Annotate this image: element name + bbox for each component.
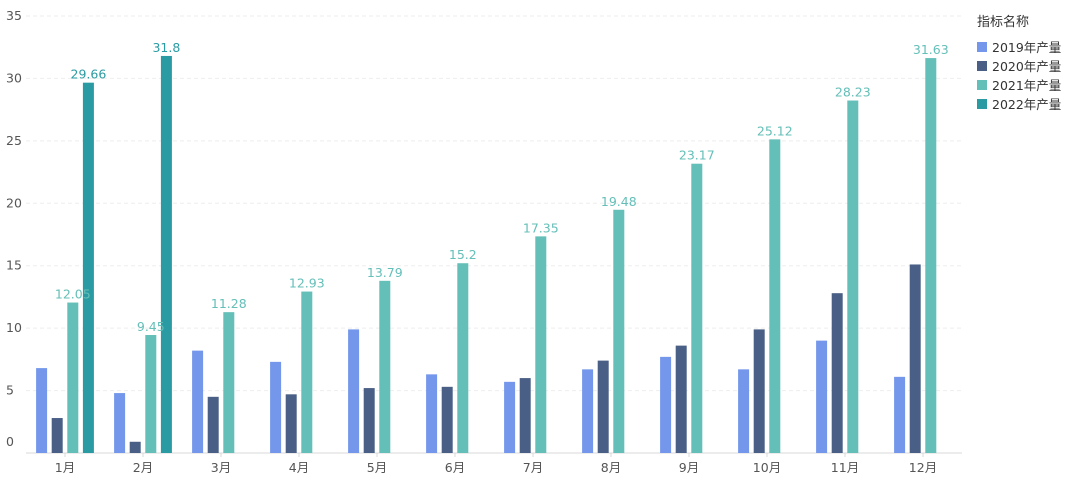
bar[interactable]: [36, 368, 48, 453]
data-label: 12.05: [55, 287, 91, 302]
bar[interactable]: [285, 394, 297, 453]
bar[interactable]: [379, 280, 391, 453]
data-label: 31.63: [913, 42, 949, 57]
bar[interactable]: [192, 350, 204, 453]
grid-lines: [26, 15, 962, 392]
bar[interactable]: [847, 100, 859, 453]
data-label: 15.2: [449, 247, 477, 262]
bar[interactable]: [441, 386, 453, 453]
legend-title: 指标名称: [977, 15, 1030, 30]
legend-label-2022: 2022年产量: [992, 97, 1062, 112]
bar[interactable]: [426, 374, 438, 453]
bar[interactable]: [738, 369, 750, 453]
x-tick-label: 11月: [831, 460, 859, 475]
bar[interactable]: [129, 441, 141, 453]
bar[interactable]: [82, 82, 94, 454]
bar[interactable]: [51, 418, 63, 453]
bar[interactable]: [769, 139, 781, 453]
y-tick-label: 30: [6, 70, 22, 85]
bar[interactable]: [535, 236, 547, 453]
bar[interactable]: [753, 329, 765, 453]
x-tick-label: 8月: [601, 460, 621, 475]
data-label: 23.17: [679, 148, 715, 163]
x-tick-label: 7月: [523, 460, 543, 475]
legend-swatch-2019: [977, 41, 987, 52]
bar[interactable]: [457, 263, 469, 453]
axes: 0 5 10 15 20 25 30 35 1月 2月 3月 4月 5月 6月 7月 8月 9月 10月 11月 12…: [6, 8, 962, 475]
x-tick-label: 12月: [909, 460, 937, 475]
bar[interactable]: [675, 345, 687, 453]
bar[interactable]: [114, 393, 126, 453]
y-tick-label: 5: [6, 383, 14, 398]
legend-item-2019[interactable]: 2019年产量: [977, 37, 1061, 56]
legend-swatch-2021: [977, 79, 987, 90]
bar[interactable]: [348, 329, 360, 453]
legend: 指标名称 2019年产量 2020年产量 2021年产量 2022年产量: [977, 14, 1061, 113]
x-tick-label: 1月: [55, 460, 75, 475]
legend-label-2020: 2020年产量: [992, 59, 1062, 74]
y-tick-label: 35: [6, 8, 22, 23]
bar[interactable]: [223, 312, 235, 453]
data-label: 28.23: [835, 85, 871, 100]
bar[interactable]: [909, 264, 921, 453]
data-label: 9.45: [137, 319, 165, 334]
legend-item-2022[interactable]: 2022年产量: [977, 94, 1061, 113]
bar[interactable]: [504, 381, 516, 453]
data-label: 19.48: [601, 194, 637, 209]
legend-label-2021: 2021年产量: [992, 78, 1062, 93]
bar[interactable]: [816, 340, 828, 453]
bar[interactable]: [582, 369, 594, 453]
bar[interactable]: [145, 335, 157, 453]
bar[interactable]: [613, 209, 625, 453]
data-label: 12.93: [289, 276, 325, 291]
legend-swatch-2020: [977, 60, 987, 71]
bar[interactable]: [925, 58, 937, 454]
data-label: 25.12: [757, 123, 793, 138]
bar[interactable]: [67, 302, 79, 453]
bar[interactable]: [270, 361, 282, 453]
data-label: 11.28: [211, 296, 247, 311]
bar[interactable]: [597, 360, 609, 453]
x-tick-label: 4月: [289, 460, 309, 475]
x-tick-label: 10月: [753, 460, 781, 475]
x-tick-label: 9月: [679, 460, 699, 475]
bar[interactable]: [691, 163, 703, 453]
data-labels: 12.05 29.66 9.45 31.8 11.28 12.93 13.79 15.2 17.…: [55, 40, 949, 334]
legend-label-2019: 2019年产量: [992, 40, 1062, 55]
bar[interactable]: [363, 388, 375, 453]
bars: [36, 55, 937, 454]
data-label: 13.79: [367, 265, 403, 280]
y-tick-label: 20: [6, 195, 22, 210]
x-tick-label: 6月: [445, 460, 465, 475]
legend-item-2020[interactable]: 2020年产量: [977, 56, 1061, 75]
bar[interactable]: [660, 356, 672, 453]
bar[interactable]: [894, 376, 906, 453]
bar[interactable]: [831, 293, 843, 453]
bar[interactable]: [160, 55, 172, 453]
x-tick-label: 3月: [211, 460, 231, 475]
data-label: 17.35: [523, 220, 559, 235]
data-label: 31.8: [152, 40, 180, 55]
bar[interactable]: [207, 396, 219, 453]
bar[interactable]: [301, 291, 313, 453]
x-tick-label: 5月: [367, 460, 387, 475]
bar[interactable]: [519, 378, 531, 453]
x-tick-label: 2月: [133, 460, 153, 475]
y-tick-label: 15: [6, 258, 22, 273]
y-tick-label: 0: [6, 434, 14, 449]
y-tick-label: 25: [6, 133, 22, 148]
y-tick-label: 10: [6, 320, 22, 335]
legend-item-2021[interactable]: 2021年产量: [977, 75, 1061, 94]
data-label: 29.66: [71, 67, 107, 82]
legend-swatch-2022: [977, 98, 987, 109]
